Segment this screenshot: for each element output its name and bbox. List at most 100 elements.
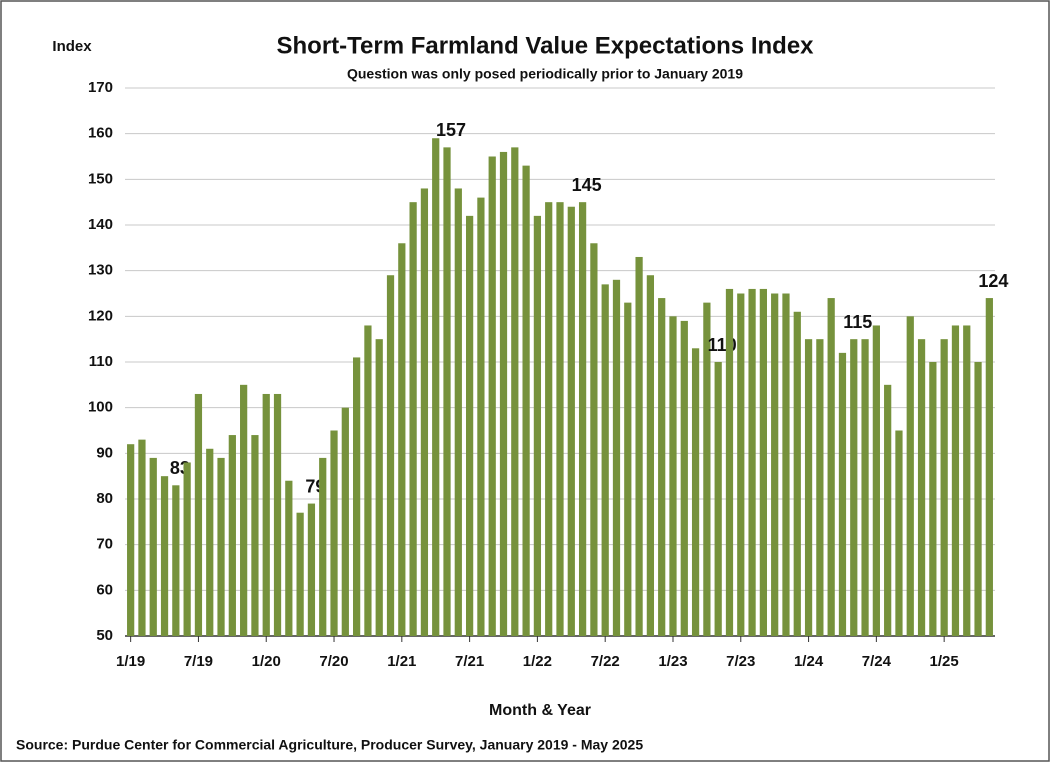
bar [353,357,361,636]
x-tick-label: 7/23 [726,653,755,670]
data-label: 157 [436,120,466,140]
x-tick-label: 7/20 [319,653,348,670]
bar [963,325,971,636]
bar [522,165,530,636]
bar [861,339,869,636]
bar [578,202,587,636]
bar [127,444,135,636]
bar [567,206,575,636]
bar [635,256,643,636]
y-tick-label: 120 [88,307,113,324]
bar [375,339,383,636]
bar [364,325,372,636]
bar [386,275,395,636]
bar [816,339,824,636]
y-tick-label: 90 [96,444,113,461]
bar [273,393,282,636]
chart-subtitle: Question was only posed periodically pri… [347,66,743,82]
bar [940,339,948,636]
x-tick-label: 1/23 [658,653,687,670]
y-tick-label: 160 [88,125,113,142]
bar [499,151,508,636]
bar [160,476,169,636]
bar [420,188,429,636]
bar [183,462,191,636]
bar [703,302,711,636]
bar [917,339,926,636]
bar [929,362,937,636]
x-axis-label: Month & Year [489,702,591,719]
bar [533,215,542,636]
bar [409,202,417,636]
bar [895,430,903,636]
y-tick-label: 80 [96,490,113,507]
bar [341,407,349,636]
x-tick-label: 7/19 [184,653,213,670]
y-tick-label: 70 [96,536,113,553]
bar [985,298,993,636]
bar [454,188,462,636]
x-tick-label: 7/22 [591,653,620,670]
bar [759,288,767,636]
bar [804,339,813,636]
bar [545,202,553,636]
bar [725,288,734,636]
x-tick-label: 1/19 [116,653,145,670]
bar [951,325,960,636]
bar [793,311,801,636]
x-tick-label: 7/24 [862,653,892,670]
bar [138,439,146,636]
data-label: 124 [978,271,1008,291]
data-label: 115 [843,312,872,332]
bar [714,362,722,636]
bar [149,457,157,636]
bar [669,316,677,636]
bar [838,352,847,636]
x-tick-label: 1/21 [387,653,416,670]
x-tick-label: 1/25 [930,653,959,670]
bar [465,215,474,636]
bar [285,480,293,636]
bar [217,457,225,636]
bar [432,138,440,636]
y-axis-label: Index [52,38,92,55]
bar [737,293,745,636]
y-tick-label: 60 [96,581,113,598]
bar [771,293,779,636]
bar [850,339,858,636]
bar [884,384,892,636]
bar [872,325,880,636]
bar [748,288,756,636]
bar [307,503,316,636]
y-tick-label: 140 [88,216,113,233]
bar [511,147,519,636]
bar [206,448,214,636]
bar [658,298,666,636]
x-tick-label: 1/20 [252,653,281,670]
bar [556,202,564,636]
y-tick-label: 150 [88,170,113,187]
source-note: Source: Purdue Center for Commercial Agr… [16,737,643,753]
bar [330,430,338,636]
chart-title: Short-Term Farmland Value Expectations I… [276,32,814,59]
bar [228,435,236,636]
y-tick-label: 130 [88,262,113,279]
bar [488,156,496,636]
x-tick-label: 7/21 [455,653,484,670]
bar [240,384,248,636]
bar [296,512,304,636]
bar [319,457,327,636]
bar [646,275,655,636]
bar [974,362,982,636]
x-tick-label: 1/24 [794,653,824,670]
y-tick-label: 50 [96,627,113,644]
data-label: 145 [572,175,602,195]
bar [194,393,203,636]
bar [680,320,688,636]
bar [251,435,259,636]
bar [691,348,700,636]
bar [477,197,485,636]
y-tick-label: 110 [89,353,113,370]
bar [612,279,621,636]
